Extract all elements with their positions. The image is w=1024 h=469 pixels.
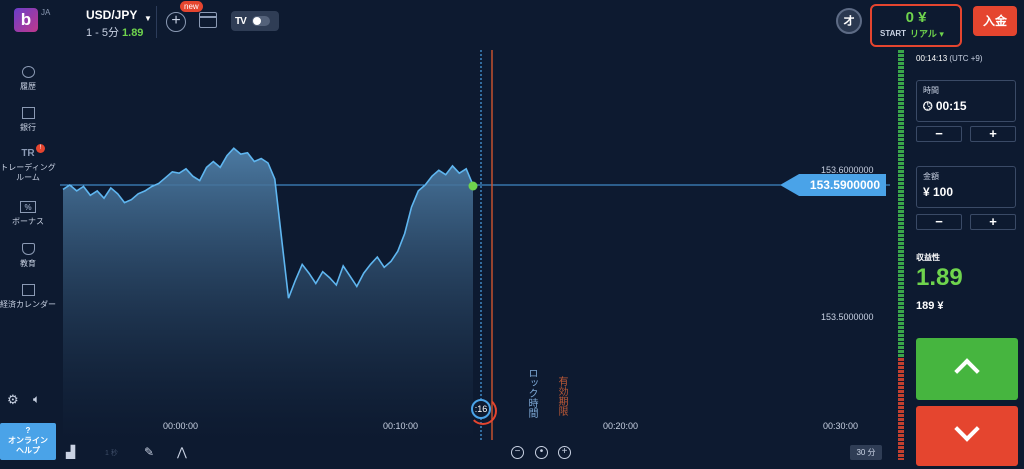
amount-minus-button[interactable]: − <box>916 214 962 230</box>
tradingview-icon: TV <box>235 15 247 27</box>
chart-type-icon[interactable]: ▟ <box>66 445 76 459</box>
gear-icon[interactable]: ⚙ <box>7 392 19 407</box>
nav-item-trading-room[interactable]: TR ! トレーディング ルーム <box>0 144 56 183</box>
new-badge: new <box>180 1 203 12</box>
expiration-label: 有効期限 <box>556 376 567 416</box>
balance-start-label: START <box>880 29 907 38</box>
time-label: 時間 <box>923 86 939 95</box>
nav-item-bank[interactable]: 銀行 <box>0 107 56 133</box>
nav-item-economic-calendar[interactable]: 経済カレンダー <box>0 284 56 310</box>
sentiment-bar <box>898 50 904 460</box>
x-tick-label: 00:20:00 <box>603 421 639 431</box>
x-tick-label: 00:30:00 <box>823 421 859 431</box>
timezone: (UTC +9) <box>949 54 983 63</box>
time-value[interactable]: 🕓︎ 00:15 <box>923 99 967 114</box>
x-tick-label: 00:10:00 <box>383 421 419 431</box>
time-value-text: 00:15 <box>935 99 967 113</box>
chart-canvas[interactable] <box>60 50 890 440</box>
asset-duration: 1 - 5分 <box>86 27 120 39</box>
zoom-in-button[interactable]: + <box>558 446 571 459</box>
y-tick-label: 153.5000000 <box>821 312 874 322</box>
asset-payout: 1.89 <box>122 27 144 39</box>
put-down-button[interactable] <box>916 406 1018 466</box>
logo[interactable]: b <box>14 8 38 32</box>
amount-field[interactable]: 金額 ¥ 100 <box>916 166 1016 208</box>
calendar-icon <box>21 284 35 296</box>
fit-icon[interactable]: • <box>535 446 548 459</box>
clock-time: 00:14:13 <box>916 54 948 63</box>
asset-subtitle: 1 - 5分 1.89 <box>86 24 143 40</box>
zoom-out-button[interactable]: − <box>511 446 524 459</box>
nav-label: ボーナス <box>12 217 44 226</box>
deposit-button[interactable]: 入金 <box>973 6 1017 36</box>
indicators-icon[interactable]: ⋀ <box>177 445 187 459</box>
y-tick-label: 153.6000000 <box>821 165 874 175</box>
graduation-cap-icon <box>21 243 35 255</box>
speaker-icon[interactable]: 🔈︎ <box>33 392 41 406</box>
nav-label: 経済カレンダー <box>0 300 56 309</box>
percent-icon: % <box>20 201 36 213</box>
profitability-label: 収益性 <box>916 253 940 262</box>
chevron-down-icon[interactable]: ▼ <box>144 14 152 23</box>
top-bar: b JA USD/JPY ▼ 1 - 5分 1.89 + new TV オ 0 ¥… <box>0 0 1024 50</box>
wallet-icon <box>21 107 35 119</box>
clock-icon: 🕓︎ <box>923 99 936 113</box>
x-tick-label: 00:00:00 <box>163 421 199 431</box>
nav-label: 履歴 <box>20 82 36 91</box>
nav-label: トレーディング ルーム <box>0 163 56 182</box>
time-minus-button[interactable]: − <box>916 126 962 142</box>
amount-label: 金額 <box>923 172 939 181</box>
nav-label: 教育 <box>20 259 36 268</box>
nav-item-education[interactable]: 教育 <box>0 243 56 269</box>
asset-selector[interactable]: USD/JPY <box>86 8 138 22</box>
calendar-icon[interactable] <box>199 12 217 28</box>
profitability-value: 1.89 <box>916 264 963 291</box>
pencil-icon[interactable]: ✎ <box>144 445 155 459</box>
amount-value[interactable]: ¥ 100 <box>923 185 954 199</box>
history-icon <box>21 66 35 78</box>
price-area <box>63 148 473 440</box>
server-clock: 00:14:13 (UTC +9) <box>916 54 983 63</box>
amount-plus-button[interactable]: + <box>970 214 1016 230</box>
trading-room-icon: TR <box>21 148 35 159</box>
price-chart[interactable]: ロック時間 有効期限 <box>60 50 890 440</box>
toggle-switch[interactable] <box>251 16 270 26</box>
alert-badge: ! <box>36 144 45 153</box>
nav-item-bonus[interactable]: % ボーナス <box>0 201 56 227</box>
divider <box>156 6 157 38</box>
time-plus-button[interactable]: + <box>970 126 1016 142</box>
profit-amount: 189 ¥ <box>916 300 944 312</box>
lock-time-label: ロック時間 <box>526 368 537 418</box>
balance-selector[interactable]: 0 ¥ START リアル ▾ <box>870 4 962 47</box>
price-line <box>62 147 474 299</box>
language-label[interactable]: JA <box>41 8 51 17</box>
account-icon-button[interactable]: オ <box>836 8 862 34</box>
online-help-button[interactable]: ? オンライン ヘルプ <box>0 423 56 460</box>
add-asset-button[interactable]: + <box>166 12 186 32</box>
nav-item-history[interactable]: 履歴 <box>0 66 56 92</box>
balance-amount: 0 ¥ <box>905 9 927 26</box>
arrow-down-icon <box>954 416 980 442</box>
balance-type[interactable]: リアル ▾ <box>910 29 944 39</box>
time-field[interactable]: 時間 🕓︎ 00:15 <box>916 80 1016 122</box>
countdown-timer: :16 <box>469 397 497 425</box>
chart-toolbar: ▟ 1 秒 ✎ ⋀ − • + 30 分 <box>0 443 890 465</box>
current-price-dot <box>468 181 478 191</box>
timeframe-button[interactable]: 30 分 <box>850 445 882 460</box>
nav-label: 銀行 <box>20 123 36 132</box>
trade-panel: 00:14:13 (UTC +9) 時間 🕓︎ 00:15 − + 金額 ¥ 1… <box>910 50 1024 469</box>
call-up-button[interactable] <box>916 338 1018 400</box>
arrow-up-icon <box>954 358 980 384</box>
candle-interval-label[interactable]: 1 秒 <box>105 450 118 457</box>
current-price-tag: 153.5900000 <box>780 174 886 196</box>
tradingview-toggle[interactable]: TV <box>231 11 279 31</box>
